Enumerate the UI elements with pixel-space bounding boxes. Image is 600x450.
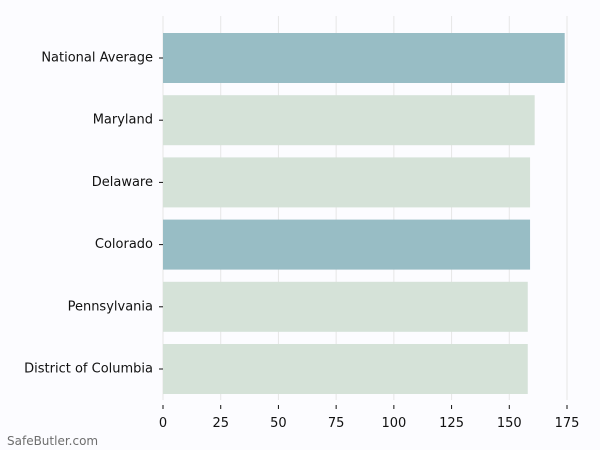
- category-label: National Average: [41, 51, 153, 66]
- bar-delaware: [163, 157, 531, 208]
- watermark: SafeButler.com: [7, 434, 99, 448]
- x-tick-label: 125: [439, 416, 464, 431]
- bar-maryland: [163, 95, 535, 146]
- bar-district-of-columbia: [163, 344, 528, 394]
- x-tick-label: 175: [555, 416, 580, 431]
- category-label: Maryland: [93, 113, 153, 128]
- category-label: District of Columbia: [24, 362, 153, 377]
- x-tick-label: 25: [212, 416, 229, 431]
- category-label: Colorado: [95, 237, 153, 252]
- x-tick-label: 50: [270, 416, 287, 431]
- bar-national-average: [163, 33, 565, 83]
- category-label: Pennsylvania: [68, 299, 153, 314]
- x-tick-label: 75: [328, 416, 345, 431]
- bars: [163, 33, 565, 394]
- x-tick-label: 150: [497, 416, 522, 431]
- category-label: Delaware: [92, 175, 153, 190]
- x-tick-label: 0: [159, 416, 167, 431]
- x-axis: 0 25 50 75 100 125 150 175: [159, 405, 580, 431]
- bar-pennsylvania: [163, 281, 528, 332]
- bar-colorado: [163, 219, 531, 270]
- x-tick-label: 100: [381, 416, 406, 431]
- category-labels: National Average Maryland Delaware Colorado…: [24, 51, 163, 377]
